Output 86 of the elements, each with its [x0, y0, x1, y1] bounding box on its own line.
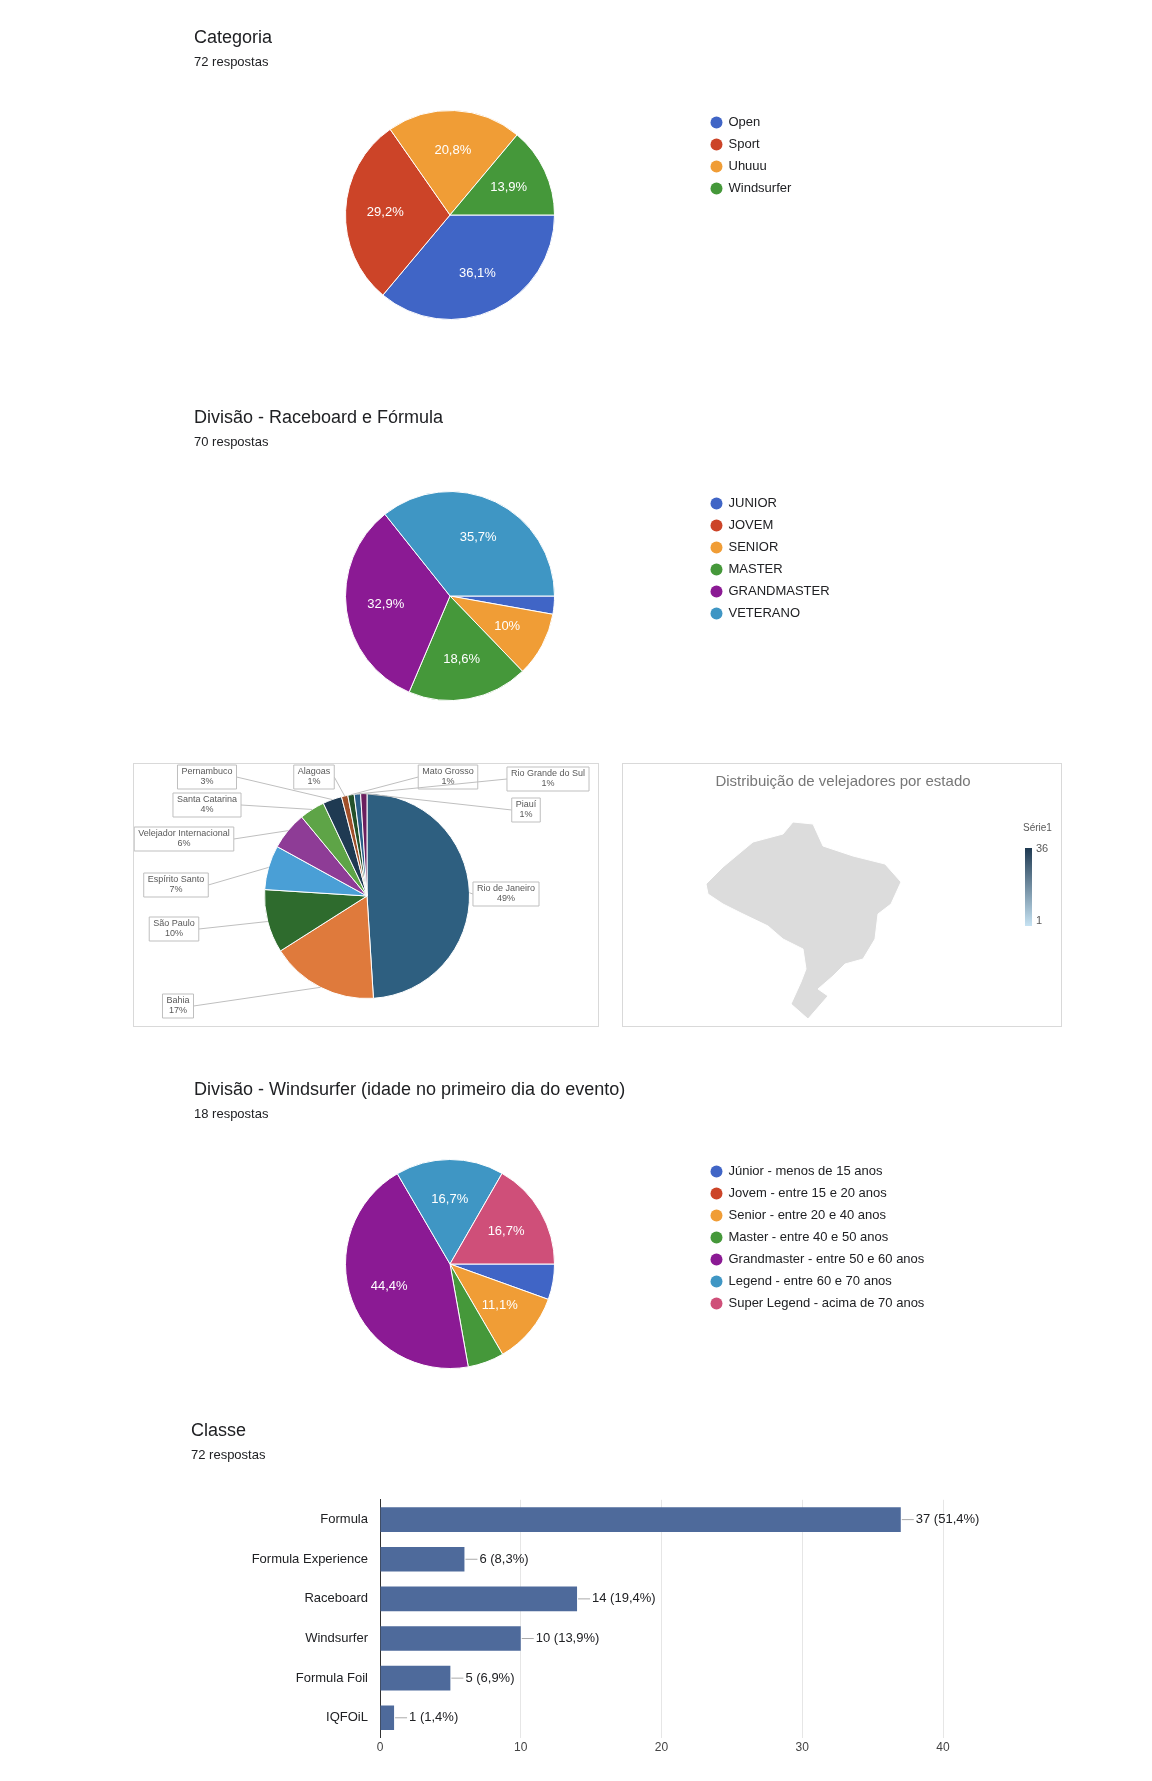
- x-tick-label: 40: [936, 1740, 950, 1755]
- text: 70 respostas: [194, 434, 269, 449]
- text: Classe: [191, 1420, 247, 1441]
- legend-label: GRANDMASTER: [728, 583, 830, 599]
- slice-label: Santa Catarina: [176, 794, 238, 805]
- data-label: 20,8%: [434, 141, 472, 157]
- x-tick-label: 20: [654, 1740, 669, 1755]
- legend-label: Jovem - entre 15 e 20 anos: [728, 1185, 888, 1201]
- data-label: 29,2%: [366, 203, 405, 219]
- data-label: 14 (19,4%): [592, 1590, 656, 1606]
- data-label: 49%: [496, 893, 516, 904]
- x-tick-label: 10: [514, 1740, 528, 1755]
- slice-label: Pernambuco: [181, 766, 233, 777]
- slice-label: São Paulo: [153, 918, 195, 929]
- legend-label: MASTER: [728, 561, 783, 577]
- legend-label: Uhuuu: [728, 158, 767, 174]
- y-tick-label: Windsurfer: [305, 1630, 369, 1646]
- data-label: 5 (6,9%): [465, 1669, 515, 1685]
- data-label: 10%: [494, 618, 521, 634]
- legend-label: Senior - entre 20 e 40 anos: [728, 1207, 887, 1223]
- bar: [380, 1507, 901, 1532]
- slice-label: Mato Grosso: [422, 766, 474, 777]
- text: 18 respostas: [194, 1106, 269, 1121]
- x-tick-label: 0: [376, 1740, 384, 1755]
- legend-label: SENIOR: [728, 539, 779, 555]
- chart-title: Divisão - Raceboard e Fórmula: [194, 407, 444, 428]
- slice-label: Piauí: [515, 799, 537, 810]
- data-label: 16,7%: [487, 1223, 525, 1239]
- data-label: 17%: [168, 1005, 188, 1016]
- data-label: 37 (51,4%): [915, 1511, 980, 1527]
- slice-label: Rio de Janeiro: [476, 883, 536, 894]
- data-label: 10%: [164, 928, 184, 939]
- y-tick-label: IQFOiL: [326, 1709, 368, 1725]
- bar: [380, 1546, 465, 1572]
- data-label: 11,1%: [481, 1297, 519, 1313]
- chart-title: Categoria: [194, 27, 273, 48]
- legend-label: VETERANO: [728, 605, 801, 621]
- legend-label: Super Legend - acima de 70 anos: [728, 1295, 925, 1311]
- data-label: 1%: [441, 776, 455, 787]
- legend-label: Grandmaster - entre 50 e 60 anos: [728, 1251, 925, 1267]
- bar: [380, 1586, 578, 1612]
- bar: [380, 1665, 451, 1691]
- y-tick-label: Formula Foil: [295, 1669, 369, 1685]
- data-label: 4%: [200, 804, 214, 815]
- legend-label: Sport: [728, 136, 760, 152]
- text: 72 respostas: [194, 54, 269, 69]
- text: 36: [1036, 842, 1049, 854]
- data-label: 44,4%: [370, 1277, 409, 1293]
- data-label: 36,1%: [458, 265, 497, 281]
- data-label: 6 (8,3%): [479, 1550, 529, 1566]
- data-label: 32,9%: [367, 596, 405, 612]
- slice-label: Bahia: [166, 995, 190, 1006]
- legend-label: Master - entre 40 e 50 anos: [728, 1229, 889, 1245]
- data-label: 1%: [541, 778, 555, 789]
- legend-title: Série1: [1023, 822, 1052, 833]
- slice-label: Rio Grande do Sul: [510, 768, 586, 779]
- text: Distribuição de velejadores por estado: [714, 772, 972, 789]
- bar: [380, 1705, 395, 1731]
- legend-label: Windsurfer: [728, 180, 793, 196]
- y-tick-label: Formula Experience: [251, 1550, 368, 1566]
- data-label: 1%: [519, 809, 533, 820]
- data-label: 10 (13,9%): [535, 1630, 600, 1646]
- y-tick-label: Formula: [320, 1511, 369, 1527]
- slice-label: Velejador Internacional: [138, 828, 230, 839]
- data-label: 3%: [200, 776, 214, 787]
- text: 72 respostas: [191, 1447, 266, 1462]
- x-tick-label: 30: [795, 1740, 810, 1755]
- data-label: 6%: [177, 838, 191, 849]
- data-label: 16,7%: [431, 1190, 469, 1206]
- legend-label: JOVEM: [728, 517, 774, 533]
- slice-label: Alagoas: [297, 766, 331, 777]
- chart-title: Divisão - Windsurfer (idade no primeiro dia do evento): [194, 1079, 626, 1100]
- data-label: 1%: [307, 776, 321, 787]
- text: 1: [1036, 914, 1043, 926]
- data-label: 1 (1,4%): [409, 1709, 459, 1725]
- legend-label: JUNIOR: [728, 495, 777, 511]
- legend-label: Júnior - menos de 15 anos: [728, 1163, 883, 1179]
- bar: [380, 1626, 521, 1651]
- data-label: 35,7%: [459, 529, 497, 545]
- data-label: 13,9%: [490, 179, 528, 195]
- y-tick-label: Raceboard: [304, 1590, 368, 1606]
- data-label: 7%: [169, 884, 183, 895]
- legend-label: Open: [728, 114, 761, 130]
- data-label: 18,6%: [443, 651, 481, 667]
- legend-label: Legend - entre 60 e 70 anos: [728, 1273, 893, 1289]
- slice-label: Espírito Santo: [147, 874, 205, 885]
